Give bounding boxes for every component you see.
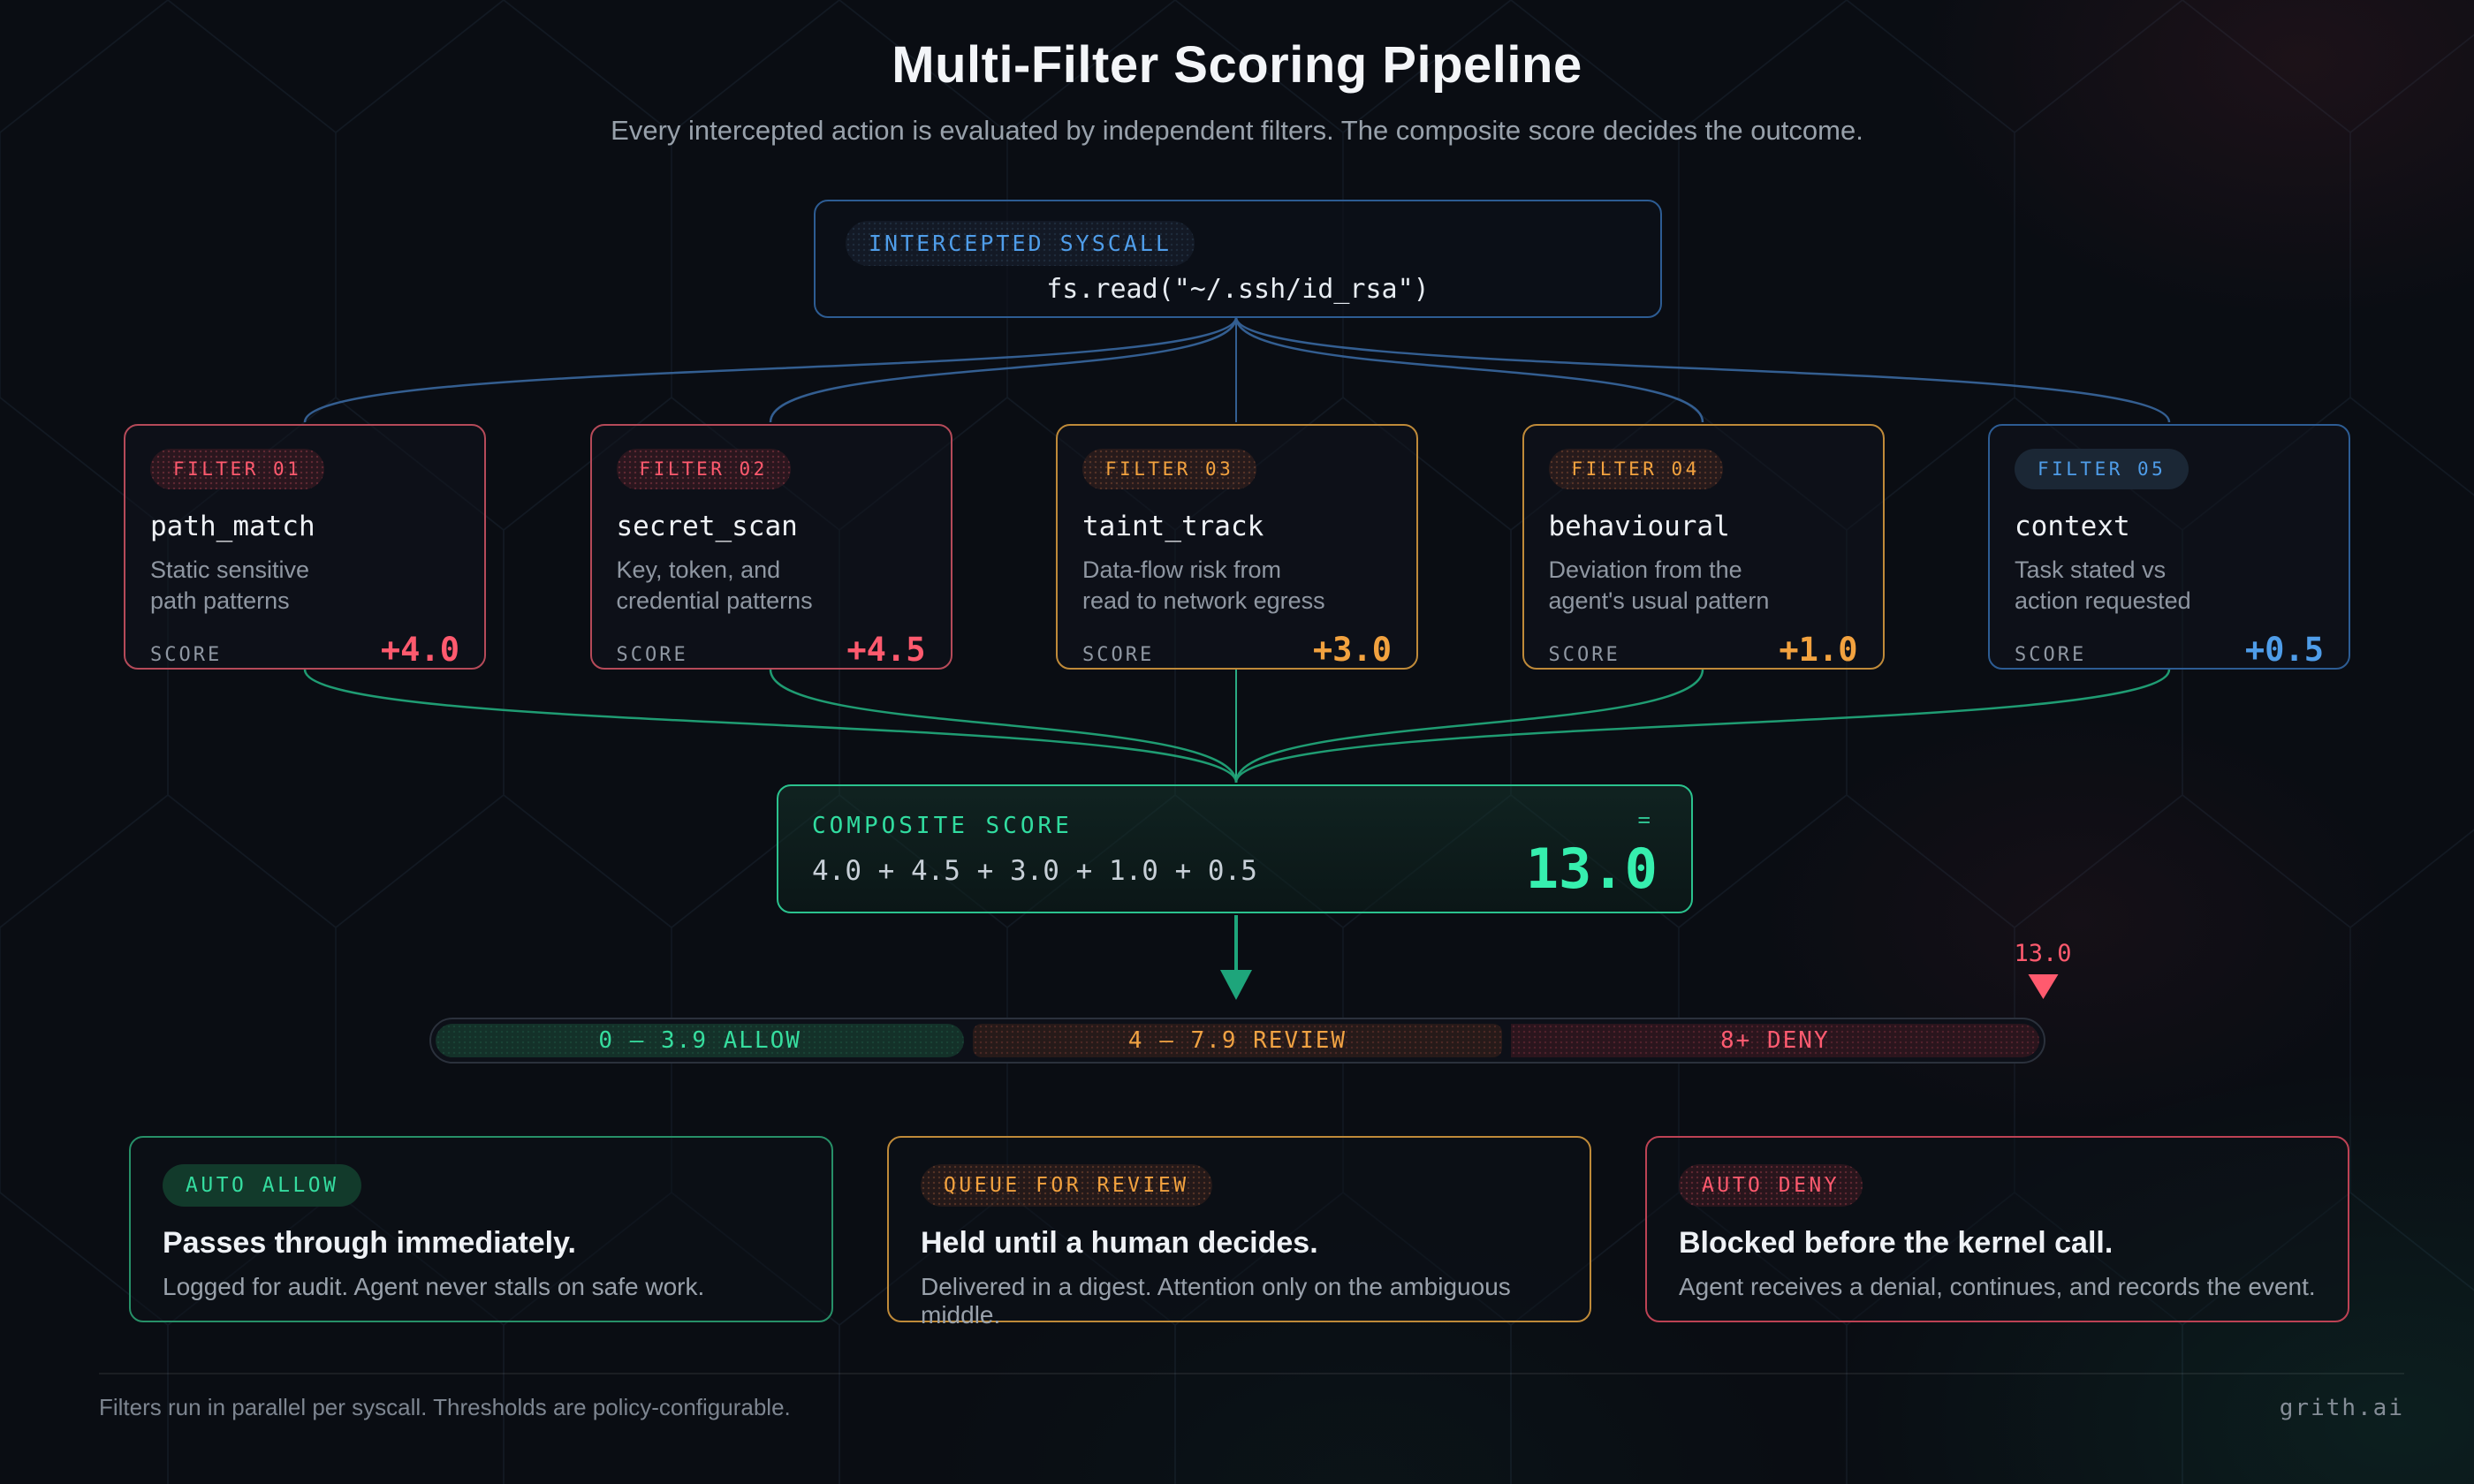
auto-deny-badge: AUTO DENY <box>1679 1164 1863 1207</box>
filter-01-badge: FILTER 01 <box>150 449 325 489</box>
outcome-description: Delivered in a digest. Attention only on… <box>921 1273 1511 1329</box>
composite-score-box: COMPOSITE SCORE 4.0 + 4.5 + 3.0 + 1.0 + … <box>777 784 1693 913</box>
auto-allow-badge: AUTO ALLOW <box>163 1164 362 1207</box>
filter-name: path_match <box>150 511 315 542</box>
outcome-card-auto-deny: AUTO DENY Blocked before the kernel call… <box>1645 1136 2349 1322</box>
score-label: SCORE <box>2015 644 2087 667</box>
queue-for-review-badge: QUEUE FOR REVIEW <box>921 1164 1212 1207</box>
filter-card-context: FILTER 05 context Task stated vs action r… <box>1988 424 2350 670</box>
threshold-segment-allow: 0 — 3.9 ALLOW <box>436 1024 965 1057</box>
filter-description: Key, token, and credential patterns <box>616 556 813 615</box>
score-value: +1.0 <box>1779 631 1858 670</box>
score-label: SCORE <box>1082 644 1155 667</box>
composite-equation: 4.0 + 4.5 + 3.0 + 1.0 + 0.5 <box>812 855 1257 887</box>
footer-note: Filters run in parallel per syscall. Thr… <box>99 1394 791 1420</box>
score-marker-value: 13.0 <box>2014 940 2072 967</box>
filter-description: Task stated vs action requested <box>2015 556 2191 615</box>
filter-card-secret-scan: FILTER 02 secret_scan Key, token, and cre… <box>589 424 952 670</box>
threshold-segment-review: 4 — 7.9 REVIEW <box>973 1024 1502 1057</box>
score-marker: 13.0 <box>2014 940 2072 999</box>
score-value: +0.5 <box>2244 631 2324 670</box>
score-label: SCORE <box>150 644 223 667</box>
arrow-down-icon <box>1220 970 1252 1000</box>
intercepted-syscall-box: INTERCEPTED SYSCALL fs.read("~/.ssh/id_r… <box>814 200 1662 318</box>
filter-name: context <box>2015 511 2130 542</box>
threshold-bar: 0 — 3.9 ALLOW 4 — 7.9 REVIEW 8+ DENY <box>429 1018 2045 1064</box>
composite-total: 13.0 <box>1525 837 1658 901</box>
page-subtitle: Every intercepted action is evaluated by… <box>611 115 1863 146</box>
filters-row: FILTER 01 path_match Static sensitive pat… <box>124 424 2350 670</box>
score-label: SCORE <box>616 644 688 667</box>
outcome-description: Agent receives a denial, continues, and … <box>1679 1273 2316 1300</box>
syscall-fanout-lines <box>303 316 2171 423</box>
outcome-card-auto-allow: AUTO ALLOW Passes through immediately. L… <box>129 1136 833 1322</box>
score-row: SCORE +4.5 <box>617 631 926 669</box>
outcome-title: Passes through immediately. <box>163 1226 576 1260</box>
footer-divider <box>99 1373 2404 1374</box>
score-value: +3.0 <box>1312 631 1392 670</box>
filter-03-badge: FILTER 03 <box>1082 449 1257 489</box>
filter-02-badge: FILTER 02 <box>616 449 791 489</box>
score-row: SCORE +4.0 <box>150 631 459 669</box>
outcome-description: Logged for audit. Agent never stalls on … <box>163 1273 705 1300</box>
filter-description: Deviation from the agent's usual pattern <box>1548 556 1770 615</box>
filter-card-behavioural: FILTER 04 behavioural Deviation from the… <box>1522 424 1885 670</box>
filter-name: secret_scan <box>616 511 798 542</box>
filter-description: Data-flow risk from read to network egres… <box>1082 556 1325 615</box>
score-value: +4.0 <box>380 631 459 670</box>
marker-triangle-icon <box>2028 974 2058 999</box>
outcome-card-queue-for-review: QUEUE FOR REVIEW Held until a human deci… <box>887 1136 1591 1329</box>
filter-card-path-match: FILTER 01 path_match Static sensitive pat… <box>124 424 486 670</box>
composite-to-bar-arrow <box>1220 915 1252 1000</box>
equals-sign: = <box>1637 807 1651 832</box>
filter-convergence-lines <box>303 669 2171 784</box>
filter-name: behavioural <box>1548 511 1730 542</box>
score-row: SCORE +0.5 <box>2015 631 2324 669</box>
composite-score-label: COMPOSITE SCORE <box>812 813 1073 839</box>
score-row: SCORE +3.0 <box>1082 631 1392 669</box>
outcomes-row: AUTO ALLOW Passes through immediately. L… <box>129 1136 2349 1329</box>
page-title: Multi-Filter Scoring Pipeline <box>892 36 1582 94</box>
threshold-segment-deny: 8+ DENY <box>1510 1024 2039 1057</box>
filter-05-badge: FILTER 05 <box>2015 449 2189 489</box>
footer: Filters run in parallel per syscall. Thr… <box>99 1394 2404 1421</box>
score-value: +4.5 <box>846 631 926 670</box>
intercepted-syscall-badge: INTERCEPTED SYSCALL <box>846 221 1195 266</box>
syscall-code: fs.read("~/.ssh/id_rsa") <box>1046 274 1430 305</box>
score-row: SCORE +1.0 <box>1549 631 1858 669</box>
score-label: SCORE <box>1548 644 1620 667</box>
filter-card-taint-track: FILTER 03 taint_track Data-flow risk fro… <box>1056 424 1418 670</box>
brand-logo: grith.ai <box>2279 1395 2404 1421</box>
outcome-title: Blocked before the kernel call. <box>1679 1226 2114 1260</box>
filter-description: Static sensitive path patterns <box>150 556 310 615</box>
outcome-title: Held until a human decides. <box>921 1226 1318 1260</box>
filter-04-badge: FILTER 04 <box>1548 449 1723 489</box>
filter-name: taint_track <box>1082 511 1264 542</box>
